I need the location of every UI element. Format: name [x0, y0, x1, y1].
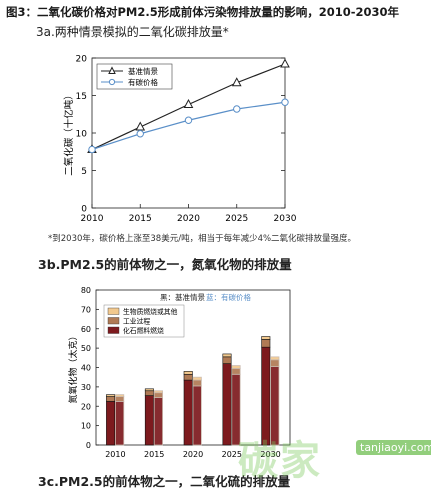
legend-marker-circle — [108, 78, 116, 86]
bar-segment-carbon-price — [192, 376, 202, 381]
bar-segment-baseline — [183, 373, 193, 381]
y-tick-label-b: 10 — [81, 422, 91, 431]
bar-segment-carbon-price — [153, 392, 163, 398]
point-marker-baseline — [231, 77, 242, 87]
x-tick-label-a: 2015 — [129, 214, 152, 224]
legend-swatch-b — [107, 317, 120, 325]
bar-segment-baseline — [261, 336, 271, 340]
legend-label-a: 基准情景 — [128, 66, 158, 76]
bar-segment-baseline — [222, 356, 232, 364]
chart-a-title: 3a.两种情景模拟的二氧化碳排放量* — [36, 25, 229, 39]
watermark-url: tanjiaoyi.com — [356, 440, 431, 455]
legend-marker-triangle — [108, 66, 116, 74]
y-tick-label-b: 50 — [81, 344, 91, 353]
legend-label-a: 有碳价格 — [128, 77, 158, 87]
y-tick-label-b: 70 — [81, 305, 91, 314]
bar-segment-carbon-price — [192, 385, 202, 446]
bar-segment-carbon-price — [231, 365, 241, 369]
legend-label-b: 化石燃料燃烧 — [123, 326, 164, 335]
figure-title: 图3：二氧化碳价格对PM2.5形成前体污染物排放量的影响，2010-2030年 — [6, 5, 400, 19]
y-tick-label-a: 0 — [81, 205, 87, 215]
chart-b-title: 3b.PM2.5的前体物之一，氮氧化物的排放量 — [38, 257, 292, 272]
watermark-logo: 碳家 — [238, 438, 322, 484]
legend-label-b: 工业过程 — [123, 317, 150, 326]
bar-segment-baseline — [222, 363, 232, 446]
y-tick-label-a: 20 — [76, 55, 88, 65]
y-tick-label-b: 30 — [81, 383, 91, 392]
x-tick-label-a: 2030 — [274, 214, 297, 224]
bar-segment-baseline — [183, 379, 193, 446]
legend-swatch-b — [107, 307, 120, 315]
bar-segment-baseline — [106, 396, 116, 402]
y-tick-label-b: 40 — [81, 364, 91, 373]
point-marker-baseline — [183, 98, 194, 108]
bar-segment-carbon-price — [231, 368, 241, 375]
point-marker-carbon-price — [281, 98, 289, 106]
x-tick-label-b: 2010 — [105, 450, 125, 459]
point-marker-carbon-price — [184, 116, 193, 124]
bar-segment-carbon-price — [153, 390, 163, 394]
x-tick-label-b: 2030 — [260, 450, 280, 459]
bar-segment-baseline — [222, 353, 232, 358]
x-tick-label-b: 2020 — [183, 450, 203, 459]
bar-segment-baseline — [144, 390, 154, 396]
x-tick-label-b: 2025 — [222, 450, 242, 459]
point-marker-baseline — [135, 121, 146, 131]
bar-segment-baseline — [144, 388, 154, 392]
bar-segment-carbon-price — [192, 379, 202, 387]
y-tick-label-b: 60 — [81, 325, 91, 334]
bar-segment-carbon-price — [115, 401, 125, 446]
bar-segment-baseline — [144, 395, 154, 446]
bar-segment-carbon-price — [153, 397, 163, 446]
bar-segment-baseline — [183, 371, 193, 375]
bar-segment-carbon-price — [115, 394, 125, 397]
point-marker-carbon-price — [233, 105, 241, 113]
x-tick-label-a: 2010 — [81, 214, 104, 224]
bar-segment-baseline — [261, 339, 271, 348]
bar-segment-baseline — [106, 401, 116, 446]
bar-segment-carbon-price — [115, 396, 125, 402]
point-marker-carbon-price — [136, 130, 144, 138]
legend-box-a — [96, 63, 173, 90]
x-tick-label-a: 2020 — [177, 214, 200, 224]
chart-a-svg: 0 5 10 15 20 2010 2015 2020 2025 2030 二氧化碳（十亿吨） 基准情… — [63, 55, 297, 225]
legend-label-b: 生物质燃烧或其他 — [123, 307, 178, 316]
y-tick-label-b: 0 — [86, 441, 91, 450]
y-axis-label-b: 氮氧化物（太克） — [67, 331, 79, 403]
y-tick-label-a: 10 — [76, 130, 88, 140]
legend-header-baseline: 黑：基准情景 — [160, 292, 205, 302]
y-tick-label-b: 80 — [81, 286, 91, 295]
legend-swatch-b — [107, 326, 120, 334]
y-axis-label-a: 二氧化碳（十亿吨） — [63, 90, 75, 176]
y-tick-label-a: 15 — [76, 92, 87, 102]
footnote: *到2030年，碳价格上涨至38美元/吨，相当于每年减少4%二氧化碳排放量强度。 — [48, 234, 357, 244]
y-tick-label-b: 20 — [81, 402, 91, 411]
bar-segment-baseline — [106, 394, 116, 397]
x-tick-label-a: 2025 — [225, 214, 248, 224]
chart-c-title: 3c.PM2.5的前体物之一，二氧化硫的排放量 — [38, 474, 291, 489]
legend-header-carbon: 蓝：有碳价格 — [206, 292, 251, 302]
bar-segment-carbon-price — [270, 359, 280, 367]
y-tick-label-a: 5 — [81, 167, 87, 177]
bar-segment-carbon-price — [270, 356, 280, 361]
point-marker-carbon-price — [88, 145, 96, 154]
x-tick-label-b: 2015 — [144, 450, 164, 459]
point-marker-baseline — [280, 58, 290, 68]
